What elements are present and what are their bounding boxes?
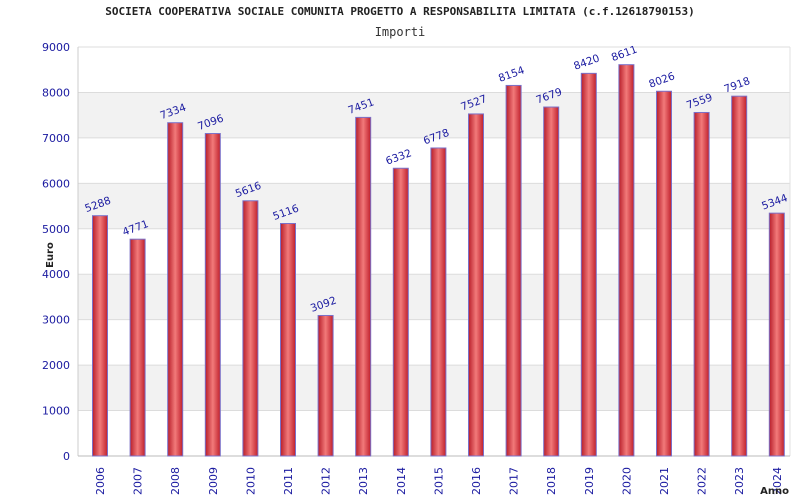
y-tick-label: 2000 xyxy=(42,359,70,372)
x-tick-label-2011: 2011 xyxy=(282,467,295,495)
y-tick-label: 6000 xyxy=(42,177,70,190)
bar-2010 xyxy=(242,200,259,457)
y-tick-label: 7000 xyxy=(42,132,70,145)
bars-group xyxy=(92,64,785,457)
chart-subtitle: Importi xyxy=(374,25,426,39)
bar-2016 xyxy=(468,113,484,457)
x-tick-label-2010: 2010 xyxy=(244,467,257,495)
x-tick-label-2017: 2017 xyxy=(508,467,521,495)
x-tick-label-2009: 2009 xyxy=(207,467,220,495)
value-label-2021: 8026 xyxy=(647,70,677,91)
y-tick-label: 9000 xyxy=(42,41,70,54)
y-axis-ticks: 0 1000 2000 3000 4000 5000 6000 7000 8000 9000 xyxy=(42,41,70,463)
value-label-2014: 6332 xyxy=(384,147,413,167)
value-label-2017: 8154 xyxy=(497,64,527,85)
bar-2018 xyxy=(543,106,560,457)
bar-2021 xyxy=(656,90,672,457)
bar-2013 xyxy=(355,116,372,457)
x-tick-label-2016: 2016 xyxy=(470,467,483,495)
x-tick-label-2019: 2019 xyxy=(583,467,596,495)
y-tick-label: 4000 xyxy=(42,268,70,281)
x-tick-label-2024: 2024 xyxy=(771,467,784,495)
x-tick-label-2015: 2015 xyxy=(432,467,445,495)
x-tick-label-2012: 2012 xyxy=(320,467,333,495)
y-tick-label: 3000 xyxy=(42,314,70,327)
x-tick-label-2006: 2006 xyxy=(94,467,107,495)
bar-2014 xyxy=(392,167,409,457)
x-axis-ticks: 2006 2007 2008 2009 2010 2011 2012 2013 2014 2015… xyxy=(94,467,784,495)
x-tick-label-2014: 2014 xyxy=(395,467,408,495)
bar-2011 xyxy=(280,223,296,457)
x-tick-label-2021: 2021 xyxy=(658,467,671,495)
x-tick-label-2007: 2007 xyxy=(132,467,145,495)
y-tick-label: 1000 xyxy=(42,405,70,418)
x-axis-title: Anno xyxy=(760,486,789,497)
x-tick-label-2018: 2018 xyxy=(545,467,558,495)
bar-2019 xyxy=(580,72,597,457)
value-label-2019: 8420 xyxy=(572,52,601,72)
bar-2009 xyxy=(204,133,221,457)
x-tick-label-2022: 2022 xyxy=(696,467,709,495)
bar-2007 xyxy=(129,238,146,457)
y-tick-label: 5000 xyxy=(42,223,70,236)
bar-2015 xyxy=(430,147,447,457)
y-tick-label: 0 xyxy=(63,450,70,463)
bar-2008 xyxy=(167,122,184,457)
y-axis-title: Euro xyxy=(45,242,56,268)
bar-2022 xyxy=(693,111,710,457)
bar-2012 xyxy=(317,314,334,457)
x-tick-label-2013: 2013 xyxy=(357,467,370,495)
x-tick-label-2023: 2023 xyxy=(733,467,746,495)
chart-title: SOCIETA COOPERATIVA SOCIALE COMUNITA PRO… xyxy=(105,5,695,18)
bar-2006 xyxy=(92,215,108,457)
y-tick-label: 8000 xyxy=(42,86,70,99)
bar-2017 xyxy=(505,84,522,457)
bar-2020 xyxy=(618,64,635,457)
bar-2024 xyxy=(768,212,785,457)
x-tick-label-2008: 2008 xyxy=(169,467,182,495)
x-tick-label-2020: 2020 xyxy=(620,467,633,495)
bar-2023 xyxy=(731,95,748,457)
